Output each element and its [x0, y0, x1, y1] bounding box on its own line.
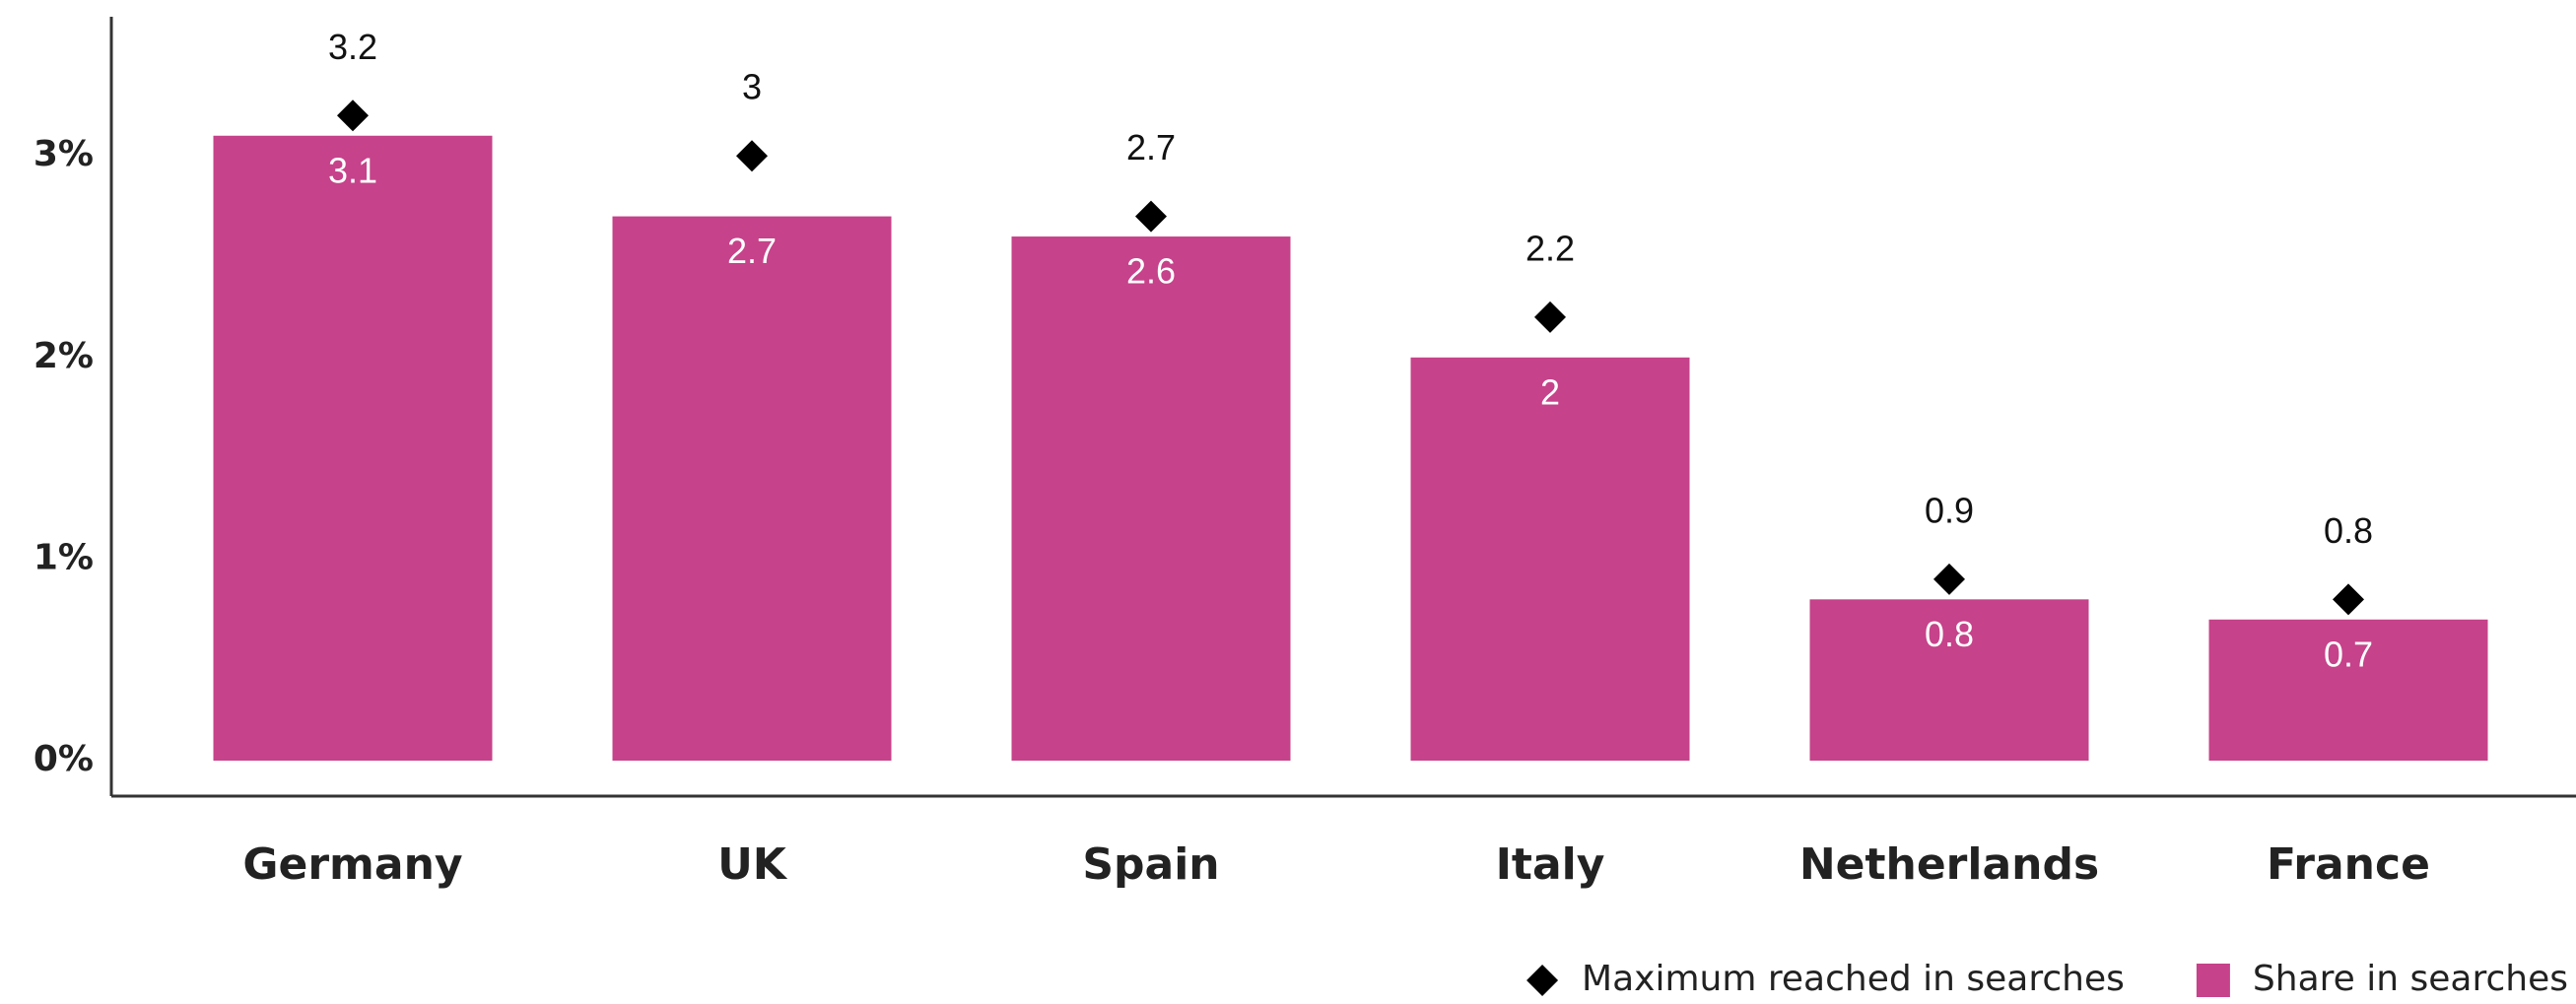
bar — [1809, 599, 2089, 761]
bar-value-label: 2.6 — [1126, 251, 1176, 292]
bar — [2208, 619, 2488, 761]
bar — [1410, 357, 1690, 761]
y-tick-label: 0% — [34, 739, 94, 779]
bar — [213, 135, 493, 761]
max-value-label: 2.7 — [1126, 127, 1176, 167]
legend-label: Share in searches — [2253, 959, 2568, 999]
x-tick-label: Netherlands — [1799, 839, 2099, 890]
bar-value-label: 2 — [1540, 371, 1560, 412]
legend-swatch — [2196, 964, 2230, 997]
bar — [1011, 236, 1291, 761]
bar-value-label: 3.1 — [328, 150, 377, 190]
max-value-label: 2.2 — [1525, 228, 1575, 268]
legend-label: Maximum reached in searches — [1582, 959, 2125, 999]
x-tick-label: Italy — [1496, 839, 1605, 890]
max-value-label: 3.2 — [328, 27, 377, 67]
y-tick-label: 3% — [34, 134, 94, 174]
max-marker — [337, 100, 369, 132]
max-marker — [1534, 301, 1566, 333]
bar-value-label: 0.8 — [1925, 614, 1974, 654]
bar-value-label: 0.7 — [2324, 634, 2373, 674]
y-tick-label: 1% — [34, 537, 94, 577]
legend-marker — [1526, 965, 1559, 996]
x-tick-label: UK — [717, 839, 788, 890]
max-value-label: 0.8 — [2324, 510, 2373, 551]
max-marker — [1933, 563, 1965, 595]
x-tick-label: France — [2267, 839, 2430, 890]
max-marker — [736, 140, 768, 172]
max-value-label: 0.9 — [1925, 490, 1974, 530]
max-marker — [2333, 583, 2364, 616]
y-tick-label: 2% — [34, 336, 94, 376]
max-marker — [1135, 200, 1167, 233]
x-tick-label: Germany — [242, 839, 462, 890]
bar-value-label: 2.7 — [727, 231, 777, 271]
max-value-label: 3 — [742, 67, 762, 107]
x-tick-label: Spain — [1082, 839, 1219, 890]
bar — [612, 216, 892, 761]
